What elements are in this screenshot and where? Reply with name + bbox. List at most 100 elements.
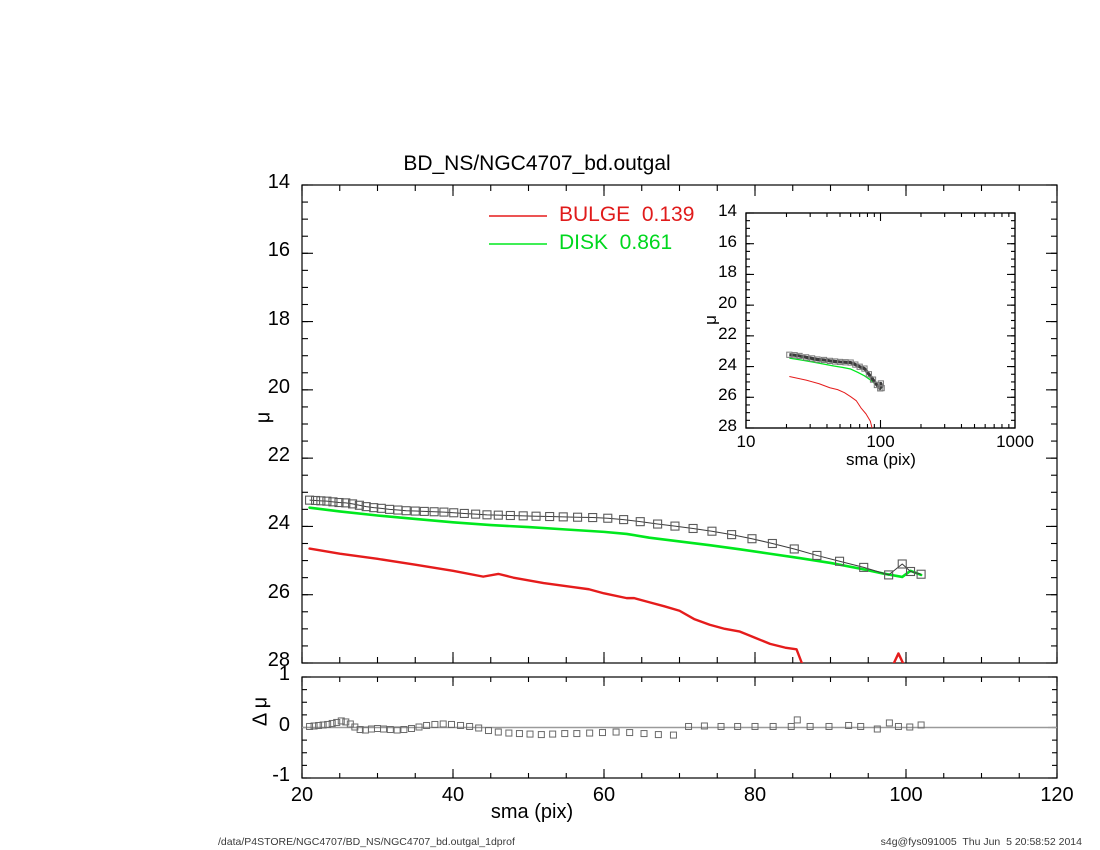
data-point-marker: [873, 725, 881, 733]
x-tick-80: 80: [743, 784, 767, 806]
legend-item-disk: DISK 0.861: [559, 231, 673, 254]
data-point-marker: [545, 511, 555, 522]
data-point-marker: [484, 727, 492, 735]
data-point-marker: [449, 508, 459, 518]
series-disk: [308, 506, 923, 579]
inset-data-point-marker: [847, 359, 854, 366]
data-point-marker: [884, 570, 894, 580]
data-point-marker: [415, 723, 423, 731]
data-point-marker: [475, 724, 483, 732]
data-point-marker: [526, 730, 534, 738]
data-point-marker: [561, 730, 569, 738]
data-point-marker: [573, 730, 581, 738]
data-point-marker: [386, 726, 394, 734]
x-ticks: [301, 677, 1058, 778]
data-point-marker: [439, 507, 449, 517]
data-point-marker: [431, 720, 439, 728]
data-point-marker: [311, 495, 321, 506]
data-point-marker: [767, 538, 777, 549]
footer-session: s4g@fys091005 Thu Jun 5 20:58:52 2014: [880, 836, 1082, 848]
residual-ytick-0: 0: [278, 713, 290, 736]
data-point-marker: [342, 718, 350, 726]
data-point-marker: [316, 496, 326, 506]
data-point-marker: [654, 731, 662, 739]
data-point-marker: [410, 506, 420, 516]
residual-y-axis-label: Δ μ: [249, 696, 272, 727]
data-point-marker: [626, 729, 634, 737]
x-tick-40: 40: [441, 784, 465, 806]
data-point-marker: [374, 725, 381, 733]
series-bulge: [308, 547, 804, 663]
main-ytick-24: 24: [267, 512, 290, 535]
inset-xtick-1000: 1000: [996, 432, 1034, 451]
data-point-marker: [482, 510, 492, 520]
inset-xtick-100: 100: [866, 432, 895, 451]
data-point-marker: [400, 726, 408, 734]
data-point-marker: [653, 519, 663, 529]
main-ytick-14: 14: [267, 171, 290, 193]
data-point-marker: [356, 726, 364, 734]
inset-data-layer: [786, 351, 885, 428]
data-point-marker: [457, 721, 465, 729]
data-point-marker: [835, 556, 845, 566]
data-point-marker: [354, 500, 364, 510]
data-point-marker: [812, 550, 822, 561]
inset-x-ticks: [745, 213, 1016, 428]
data-point-marker: [859, 562, 869, 572]
data-point-marker: [751, 722, 759, 730]
legend: [489, 215, 547, 245]
data-point-marker: [515, 730, 523, 738]
data-point-marker: [727, 530, 737, 540]
inset-data-point-marker: [820, 356, 828, 364]
data-point-marker: [885, 719, 893, 727]
data-point-marker: [669, 731, 677, 739]
y-ticks: [746, 212, 1015, 429]
series-bulge: [789, 376, 873, 428]
data-point-marker: [322, 496, 332, 506]
data-point-marker: [806, 722, 814, 730]
data-point-marker: [612, 728, 620, 736]
data-point-marker: [306, 722, 314, 730]
inset-x-axis-label: sma (pix): [846, 450, 916, 469]
data-point-marker: [789, 544, 799, 554]
data-point-marker: [845, 721, 853, 729]
data-point-marker: [793, 716, 801, 724]
footer-path: /data/P4STORE/NGC4707/BD_NS/NGC4707_bd.o…: [218, 836, 515, 848]
data-point-marker: [319, 721, 327, 729]
main-ytick-18: 18: [267, 307, 290, 330]
inset-ytick-14: 14: [718, 201, 737, 220]
inset-ytick-18: 18: [718, 262, 737, 282]
main-ytick-26: 26: [267, 580, 290, 603]
data-point-marker: [825, 722, 833, 730]
residual-ytick--1: -1: [272, 764, 290, 786]
data-point-marker: [341, 498, 351, 508]
x-tick-20: 20: [290, 784, 314, 806]
main-x-axis-label: sma (pix): [0, 801, 1100, 824]
main-ytick-22: 22: [267, 444, 290, 467]
data-point-marker: [916, 569, 926, 579]
data-point-marker: [328, 719, 336, 727]
inset-data-point-marker: [878, 384, 885, 392]
data-point-marker: [380, 725, 388, 733]
inset-data-point-marker: [861, 365, 868, 372]
data-point-marker: [635, 517, 645, 527]
data-point-marker: [531, 511, 541, 521]
data-point-marker: [707, 526, 717, 536]
data-point-marker: [337, 717, 345, 725]
inset-data-point-marker: [814, 356, 821, 363]
data-point-marker: [905, 566, 916, 577]
data-point-marker: [586, 729, 594, 737]
legend-item-bulge: BULGE 0.139: [559, 203, 695, 226]
x-tick-100: 100: [889, 784, 923, 806]
main-ytick-20: 20: [267, 375, 290, 398]
data-point-marker: [466, 722, 474, 730]
inset-data-point-marker: [803, 354, 810, 361]
data-point-marker: [393, 726, 401, 734]
data-point-marker: [603, 513, 613, 523]
plot-title-text: BD_NS/NGC4707_bd.outgal: [403, 152, 671, 175]
data-point-marker: [348, 499, 358, 509]
data-point-marker: [670, 521, 680, 531]
data-point-marker: [787, 722, 795, 730]
